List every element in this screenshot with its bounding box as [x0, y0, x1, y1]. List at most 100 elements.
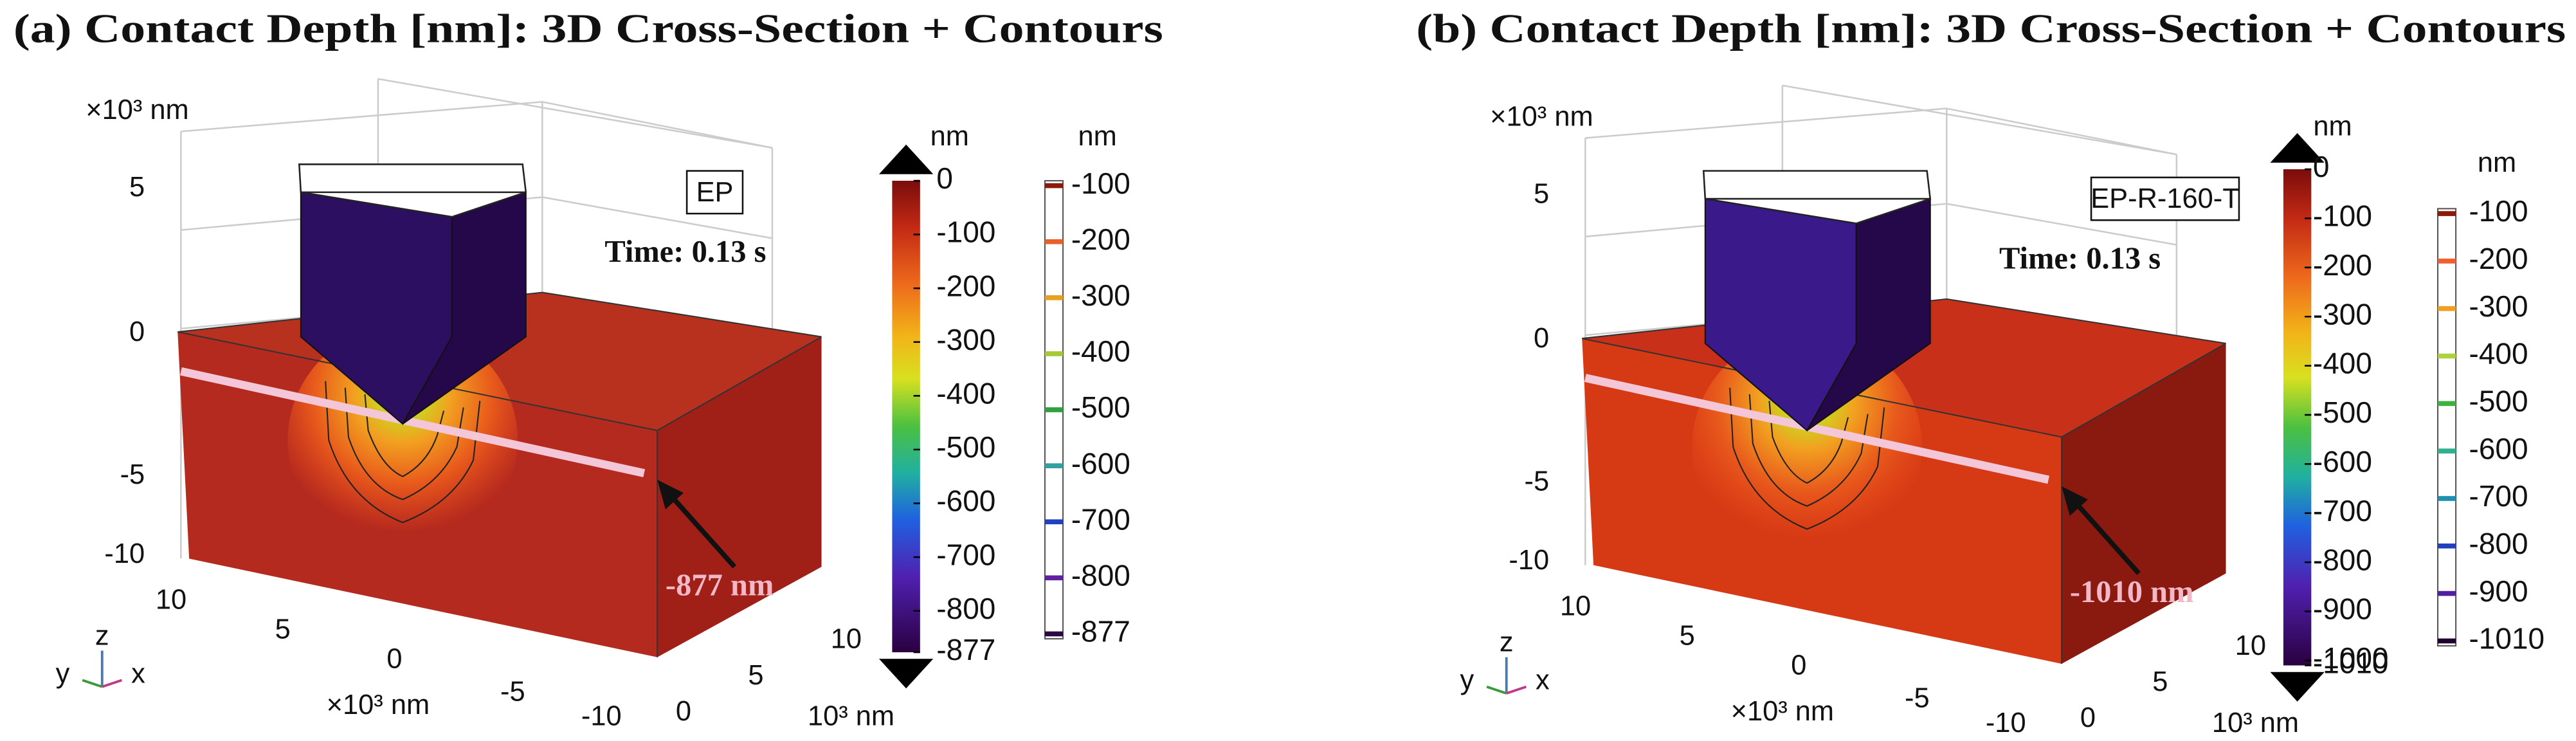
contour-label: -500	[1071, 390, 1130, 424]
contour-label: -400	[2469, 337, 2528, 370]
colorbar-tick-label: -200	[2313, 248, 2372, 282]
colorbar-tick-label: 0	[2313, 150, 2330, 183]
contour-swatch	[2438, 590, 2456, 596]
block-side	[2062, 343, 2226, 664]
contour-swatch	[1044, 519, 1064, 525]
model-label: EP	[696, 177, 734, 208]
colorbar-tick-label: -100	[2313, 199, 2372, 233]
colorbar-tick-label: -800	[2313, 543, 2372, 576]
block-edge	[2061, 342, 2227, 438]
colorbar-tick-label: -400	[2313, 347, 2372, 380]
contour-swatch	[2438, 496, 2456, 501]
contour-swatch	[2438, 306, 2456, 311]
contour-line	[1729, 387, 1885, 530]
x-tick-label: 5	[1680, 621, 1695, 652]
triad-label: z	[95, 621, 109, 652]
triad-label: y	[1460, 665, 1474, 696]
contour-swatch	[1044, 351, 1064, 356]
panel: (a) Contact Depth [nm]: 3D Cross-Section…	[14, 6, 1163, 732]
colorbar-unit: nm	[930, 121, 969, 152]
wireframe	[1782, 84, 2177, 156]
contour-line	[325, 381, 481, 524]
surface-line	[1584, 374, 2050, 484]
contour-swatch	[2438, 211, 2456, 216]
y-unit: 10³ nm	[2212, 708, 2299, 738]
contour-label: -800	[2469, 527, 2528, 560]
contour-legend-frame	[2437, 208, 2457, 647]
contour-label: -100	[2469, 194, 2528, 228]
y-tick-label: 10	[2235, 630, 2266, 661]
contour-line	[1748, 394, 1869, 507]
colorbar-arrow-down	[2270, 672, 2325, 702]
x-tick-label: -10	[581, 701, 622, 732]
colorbar-tick-label: -500	[2313, 396, 2372, 429]
colorbar-tick-label: -800	[936, 592, 995, 625]
panel-title: (a) Contact Depth [nm]: 3D Cross-Section…	[14, 6, 1163, 51]
contour-label: -600	[1071, 446, 1130, 480]
triad-y	[82, 679, 103, 688]
colorbar-tick-label: -700	[2313, 494, 2372, 527]
wireframe	[1946, 203, 2177, 246]
z-unit: ×10³ nm	[1490, 101, 1593, 132]
z-tick-label: 5	[1534, 178, 1549, 209]
colorbar-tick-label: -400	[936, 376, 995, 410]
colorbar-tick-label: -600	[936, 484, 995, 518]
surface-line	[180, 367, 646, 477]
wireframe	[542, 101, 773, 149]
contour-swatch	[1044, 575, 1064, 581]
contour-label: -800	[1071, 558, 1130, 592]
triad-x	[102, 679, 123, 688]
panel: (b) Contact Depth [nm]: 3D Cross-Section…	[1416, 6, 2566, 738]
contour-label: -900	[2469, 574, 2528, 608]
contour-swatch	[1044, 295, 1064, 300]
wireframe	[377, 78, 773, 149]
plot-3d: EP-R-160-T Time: 0.13 s -1010 nm ×10³ nm 5 0 -…	[1460, 84, 2299, 738]
colorbar-tick-label: -100	[936, 215, 995, 249]
contour-label: -300	[2469, 289, 2528, 323]
contour-label: -700	[2469, 479, 2528, 513]
indenter-top	[1702, 170, 1932, 224]
contour-label: -500	[2469, 384, 2528, 417]
x-tick-label: 10	[1560, 591, 1591, 622]
triad-label: x	[1536, 665, 1550, 696]
annotation: -1010 nm	[2070, 575, 2194, 609]
contour-swatch	[2438, 259, 2456, 264]
block-edge	[657, 336, 822, 432]
y-tick-label: 10	[831, 624, 862, 655]
wireframe	[1585, 107, 1947, 139]
contour-label: -600	[2469, 432, 2528, 465]
block-edge	[1946, 298, 2226, 344]
colorbar-tick-label: -300	[936, 323, 995, 356]
wireframe	[542, 196, 773, 239]
contour-swatch	[1044, 407, 1064, 412]
x-tick-label: -10	[1986, 708, 2026, 738]
z-tick-label: -10	[1509, 545, 1549, 576]
x-tick-label: 10	[156, 584, 186, 615]
model-label: EP-R-160-T	[2091, 183, 2240, 214]
contour-label: -877	[1071, 615, 1130, 648]
colorbar-tick-label: -1000	[2313, 641, 2389, 675]
colorbar-arrow-down	[878, 659, 934, 689]
time-label: Time: 0.13 s	[604, 235, 766, 269]
contour-label: -700	[1071, 502, 1130, 536]
colorbar-arrow-up	[2270, 133, 2325, 163]
contour-swatch	[2438, 353, 2456, 359]
colorbar-tick-label: -300	[2313, 297, 2372, 331]
indenter-top	[298, 163, 527, 218]
colorbar-tick-label: -600	[2313, 444, 2372, 478]
z-unit: ×10³ nm	[86, 95, 188, 125]
triad-x	[1506, 685, 1527, 695]
contour-swatch	[1044, 463, 1064, 468]
panel-title: (b) Contact Depth [nm]: 3D Cross-Section…	[1416, 6, 2566, 51]
y-tick-label: 0	[676, 696, 691, 727]
x-tick-label: -5	[500, 676, 525, 707]
arrow-head	[2062, 486, 2088, 517]
x-tick-label: -5	[1905, 683, 1930, 714]
z-tick-label: 0	[1534, 323, 1549, 354]
z-tick-label: -5	[120, 459, 145, 490]
colorbar-tick-label: -1010	[2313, 646, 2389, 680]
arrow	[2068, 494, 2141, 576]
contour-label: -400	[1071, 334, 1130, 368]
colorbar-tick-label: -500	[936, 430, 995, 464]
